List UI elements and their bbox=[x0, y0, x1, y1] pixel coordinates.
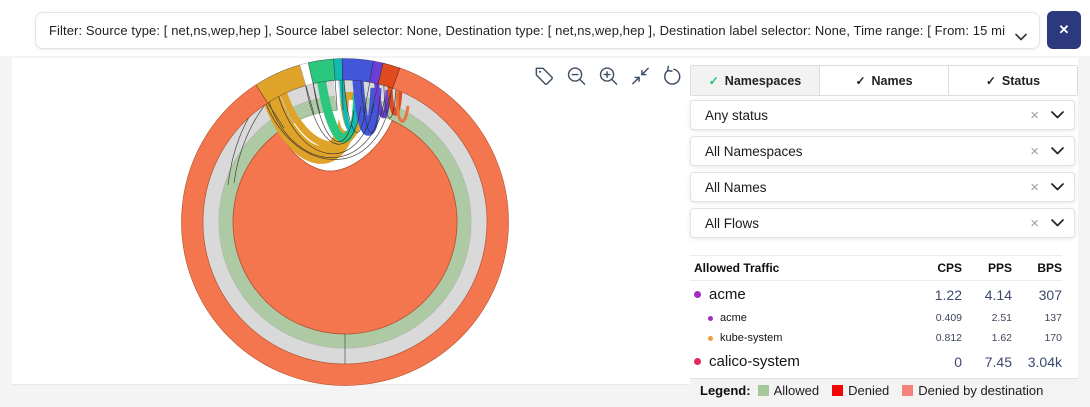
row-pps: 4.14 bbox=[984, 286, 1012, 303]
clear-filter-button[interactable]: ✕ bbox=[1047, 11, 1081, 49]
reset-view-button[interactable] bbox=[661, 63, 684, 89]
table-row[interactable]: kube-system 0.812 1.62 170 bbox=[690, 328, 1062, 348]
row-cps: 0.409 bbox=[935, 312, 962, 324]
namespace-bullet-icon bbox=[694, 358, 701, 365]
dropdown-value: All Namespaces bbox=[705, 143, 803, 159]
diagram-toolbar bbox=[533, 63, 684, 89]
clear-icon[interactable]: × bbox=[1030, 178, 1039, 196]
filter-bar[interactable]: Filter: Source type: [ net,ns,wep,hep ],… bbox=[35, 12, 1040, 49]
segment-orange[interactable] bbox=[181, 67, 509, 386]
tag-labels-button[interactable] bbox=[533, 63, 556, 89]
flows-filter-dropdown[interactable]: All Flows × bbox=[690, 208, 1075, 238]
row-name: calico-system bbox=[709, 353, 800, 370]
namespaces-filter-dropdown[interactable]: All Namespaces × bbox=[690, 136, 1075, 166]
tab-label: Namespaces bbox=[724, 73, 802, 88]
column-header-bps: BPS bbox=[1037, 261, 1062, 275]
ribbon-orange-curl[interactable] bbox=[395, 85, 410, 123]
namespace-bullet-icon bbox=[708, 335, 713, 341]
view-mode-tabs: ✓ Namespaces ✓ Names ✓ Status bbox=[690, 65, 1078, 96]
ribbon-white[interactable] bbox=[333, 63, 353, 131]
outer-segments[interactable] bbox=[181, 58, 509, 386]
allowed-traffic-table: Allowed Traffic CPS PPS BPS acme 1.22 4.… bbox=[690, 255, 1078, 375]
chevron-down-icon[interactable] bbox=[1051, 178, 1064, 196]
legend-bar: Legend: Allowed Denied Denied by destina… bbox=[690, 378, 1078, 401]
collapse-arrows-icon bbox=[629, 64, 652, 88]
ribbon-teal[interactable] bbox=[338, 62, 359, 133]
zoom-in-icon bbox=[597, 64, 620, 88]
tab-label: Status bbox=[1001, 73, 1041, 88]
denied-swatch-icon bbox=[832, 384, 844, 396]
row-name: kube-system bbox=[720, 332, 783, 344]
check-icon: ✓ bbox=[855, 73, 866, 88]
chevron-down-icon[interactable] bbox=[1051, 142, 1064, 160]
table-header: Allowed Traffic CPS PPS BPS bbox=[690, 255, 1062, 281]
tab-status[interactable]: ✓ Status bbox=[948, 66, 1077, 95]
row-pps: 1.62 bbox=[991, 332, 1012, 344]
dropdown-value: All Flows bbox=[705, 215, 760, 231]
legend-item-denied: Denied bbox=[832, 383, 889, 398]
tab-label: Names bbox=[871, 73, 913, 88]
legend-item-allowed: Allowed bbox=[757, 382, 820, 398]
row-cps: 0.812 bbox=[935, 332, 962, 344]
table-row[interactable]: acme 1.22 4.14 307 bbox=[690, 281, 1062, 308]
zoom-in-button[interactable] bbox=[597, 63, 620, 89]
row-pps: 2.51 bbox=[991, 312, 1012, 324]
chord-diagram[interactable] bbox=[165, 50, 535, 390]
column-header-pps: PPS bbox=[987, 261, 1012, 275]
segment-emerald[interactable] bbox=[307, 58, 336, 84]
tag-icon bbox=[533, 64, 556, 88]
segment-blue[interactable] bbox=[341, 58, 374, 83]
row-bps: 307 bbox=[1038, 286, 1062, 303]
dropdown-value: All Names bbox=[705, 179, 767, 195]
tab-names[interactable]: ✓ Names bbox=[819, 66, 948, 95]
table-row[interactable]: acme 0.409 2.51 137 bbox=[690, 308, 1062, 328]
row-bps: 137 bbox=[1044, 312, 1062, 324]
legend-item-label: Denied by destination bbox=[918, 382, 1044, 398]
table-title: Allowed Traffic bbox=[694, 261, 780, 275]
check-icon: ✓ bbox=[985, 73, 996, 88]
allowed-swatch-icon bbox=[757, 384, 769, 396]
clear-icon[interactable]: × bbox=[1030, 106, 1039, 124]
table-row[interactable]: calico-system 0 7.45 3.04k bbox=[690, 348, 1062, 375]
row-name: acme bbox=[709, 286, 746, 303]
row-bps: 170 bbox=[1044, 332, 1062, 344]
namespace-bullet-icon bbox=[708, 315, 713, 321]
center-orange-chord[interactable] bbox=[232, 119, 458, 335]
zoom-out-icon bbox=[565, 64, 588, 88]
row-pps: 7.45 bbox=[984, 353, 1012, 370]
row-cps: 1.22 bbox=[934, 286, 962, 303]
dropdown-value: Any status bbox=[705, 107, 769, 123]
zoom-out-button[interactable] bbox=[565, 63, 588, 89]
row-bps: 3.04k bbox=[1027, 353, 1062, 370]
namespace-bullet-icon bbox=[694, 291, 701, 298]
legend-title: Legend: bbox=[700, 382, 751, 398]
segment-teal[interactable] bbox=[333, 58, 343, 81]
chevron-down-icon[interactable] bbox=[1015, 28, 1027, 46]
legend-item-label: Allowed bbox=[773, 382, 820, 398]
chevron-down-icon[interactable] bbox=[1051, 106, 1064, 124]
undo-rotate-icon bbox=[661, 64, 684, 88]
chevron-down-icon[interactable] bbox=[1051, 214, 1064, 232]
filter-summary-text: Filter: Source type: [ net,ns,wep,hep ],… bbox=[49, 23, 1005, 38]
legend-item-label: Denied bbox=[848, 382, 890, 398]
tab-namespaces[interactable]: ✓ Namespaces bbox=[691, 66, 819, 95]
row-name: acme bbox=[720, 312, 747, 324]
clear-icon[interactable]: × bbox=[1030, 142, 1039, 160]
column-header-cps: CPS bbox=[937, 261, 962, 275]
check-icon: ✓ bbox=[708, 73, 719, 88]
right-panel: ✓ Namespaces ✓ Names ✓ Status Any status… bbox=[690, 58, 1078, 385]
denied-by-destination-swatch-icon bbox=[902, 384, 914, 396]
main-panel: ✓ Namespaces ✓ Names ✓ Status Any status… bbox=[12, 58, 1078, 386]
status-filter-dropdown[interactable]: Any status × bbox=[690, 100, 1075, 130]
close-icon: ✕ bbox=[1058, 22, 1070, 37]
chord-diagram-svg[interactable] bbox=[165, 50, 535, 390]
clear-icon[interactable]: × bbox=[1030, 214, 1039, 232]
legend-item-denied-by-destination: Denied by destination bbox=[902, 383, 1043, 398]
segment-ticks bbox=[267, 79, 393, 364]
fit-to-view-button[interactable] bbox=[629, 63, 652, 89]
names-filter-dropdown[interactable]: All Names × bbox=[690, 172, 1075, 202]
row-cps: 0 bbox=[954, 353, 962, 370]
ribbon-blue[interactable] bbox=[351, 60, 382, 136]
